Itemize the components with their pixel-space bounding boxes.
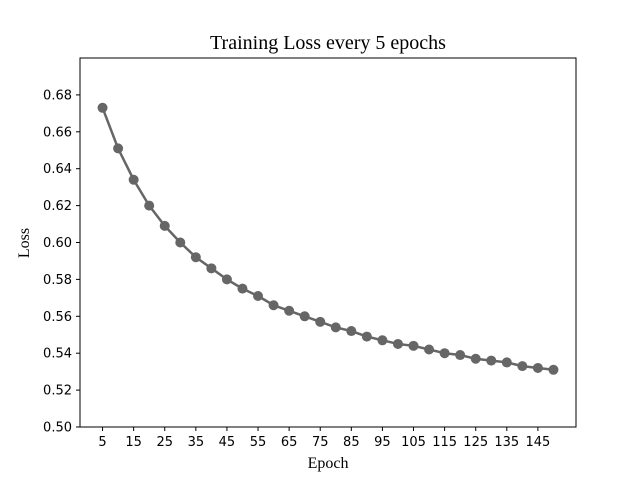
x-tick-label: 5 — [98, 435, 106, 450]
data-point — [284, 305, 295, 316]
y-tick-label: 0.66 — [43, 125, 72, 140]
data-point — [439, 348, 450, 359]
data-point — [346, 326, 357, 337]
y-axis: 0.50 0.52 0.54 0.56 0.58 0.60 0.62 0.64 0.66 0.68 — [43, 88, 80, 436]
data-point — [144, 200, 155, 211]
data-point — [175, 237, 186, 248]
y-tick-label: 0.60 — [43, 236, 72, 251]
data-point — [361, 331, 372, 342]
x-tick-label: 105 — [401, 435, 426, 450]
data-point — [486, 355, 497, 366]
data-point — [330, 322, 341, 333]
data-point — [455, 350, 466, 361]
x-tick-label: 125 — [463, 435, 488, 450]
data-point — [221, 274, 232, 285]
data-point — [532, 362, 543, 373]
x-tick-label: 135 — [494, 435, 519, 450]
x-tick-label: 25 — [156, 435, 173, 450]
data-point — [315, 316, 326, 327]
x-tick-label: 115 — [432, 435, 457, 450]
data-point — [299, 311, 310, 322]
data-point — [253, 291, 264, 302]
y-tick-label: 0.52 — [43, 384, 72, 399]
data-point — [392, 338, 403, 349]
y-tick-label: 0.50 — [43, 421, 72, 436]
data-point — [377, 335, 388, 346]
x-tick-label: 95 — [374, 435, 391, 450]
data-point — [159, 220, 170, 231]
y-tick-label: 0.62 — [43, 199, 72, 214]
y-tick-label: 0.56 — [43, 310, 72, 325]
x-tick-label: 145 — [525, 435, 550, 450]
x-tick-label: 55 — [250, 435, 267, 450]
x-tick-label: 65 — [281, 435, 298, 450]
x-axis: 5 15 25 35 45 55 65 75 85 95 105 115 125 135 145 — [98, 427, 550, 450]
chart-title: Training Loss every 5 epochs — [210, 32, 446, 54]
plot-area: 5 15 25 35 45 55 65 75 85 95 105 115 125 135 145 0.500… — [43, 57, 577, 450]
loss-series-points — [97, 102, 559, 375]
y-tick-label: 0.54 — [43, 347, 72, 362]
data-point — [548, 364, 559, 375]
data-point — [501, 357, 512, 368]
y-tick-label: 0.64 — [43, 162, 72, 177]
data-point — [517, 361, 528, 372]
y-axis-label: Loss — [16, 228, 33, 258]
y-tick-label: 0.58 — [43, 273, 72, 288]
x-tick-label: 35 — [188, 435, 205, 450]
x-tick-label: 15 — [125, 435, 142, 450]
data-point — [424, 344, 435, 355]
x-tick-label: 45 — [219, 435, 236, 450]
data-point — [113, 143, 124, 154]
y-tick-label: 0.68 — [43, 88, 72, 103]
data-point — [206, 263, 217, 274]
data-point — [268, 300, 279, 311]
plot-frame — [79, 57, 577, 428]
data-point — [128, 174, 139, 185]
x-axis-label: Epoch — [308, 455, 349, 472]
x-tick-label: 85 — [343, 435, 360, 450]
data-point — [190, 252, 201, 263]
data-point — [408, 340, 419, 351]
x-tick-label: 75 — [312, 435, 329, 450]
data-point — [470, 353, 481, 364]
data-point — [97, 102, 108, 113]
data-point — [237, 283, 248, 294]
